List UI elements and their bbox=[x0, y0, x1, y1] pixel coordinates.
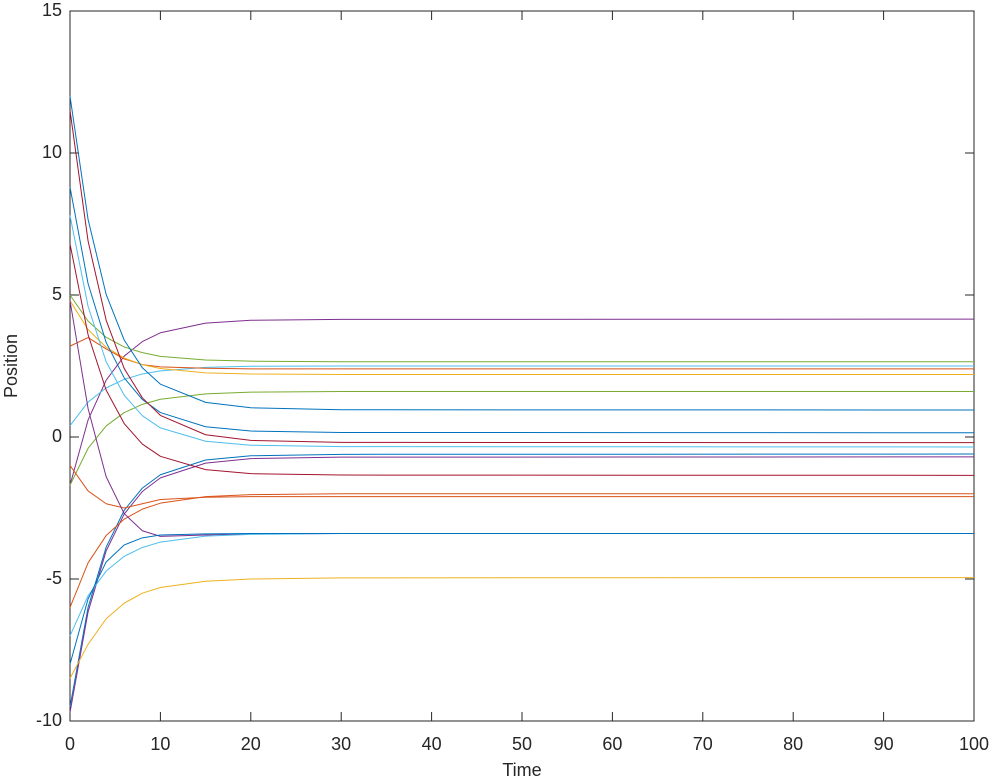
series-line bbox=[69, 493, 974, 608]
series-line bbox=[69, 318, 975, 486]
series-line bbox=[69, 215, 975, 448]
series-line bbox=[69, 577, 975, 679]
series-line bbox=[69, 465, 974, 509]
y-tick-label: 5 bbox=[52, 284, 62, 304]
x-tick-label: 60 bbox=[602, 734, 622, 754]
series-line bbox=[69, 365, 974, 426]
x-tick-label: 0 bbox=[65, 734, 75, 754]
y-tick-label: -10 bbox=[36, 710, 62, 730]
x-tick-label: 90 bbox=[874, 734, 894, 754]
x-tick-label: 20 bbox=[241, 734, 261, 754]
series-line bbox=[69, 337, 974, 370]
x-tick-label: 100 bbox=[959, 734, 989, 754]
series-line bbox=[69, 453, 975, 707]
y-tick-label: 0 bbox=[52, 426, 62, 446]
series-line bbox=[69, 96, 975, 411]
series-line bbox=[69, 110, 975, 444]
series-line bbox=[69, 300, 974, 376]
x-tick-label: 70 bbox=[693, 734, 713, 754]
series-line bbox=[69, 533, 974, 665]
y-tick-label: 15 bbox=[42, 0, 62, 20]
x-tick-label: 10 bbox=[150, 734, 170, 754]
y-tick-label: -5 bbox=[46, 568, 62, 588]
x-tick-label: 30 bbox=[331, 734, 351, 754]
x-axis-label: Time bbox=[502, 760, 541, 780]
y-axis-label: Position bbox=[1, 334, 21, 398]
series-line bbox=[69, 391, 974, 486]
x-tick-label: 40 bbox=[422, 734, 442, 754]
series-line bbox=[69, 294, 974, 363]
x-tick-label: 50 bbox=[512, 734, 532, 754]
series-line bbox=[69, 243, 975, 476]
y-tick-label: 10 bbox=[42, 142, 62, 162]
x-tick-label: 80 bbox=[783, 734, 803, 754]
